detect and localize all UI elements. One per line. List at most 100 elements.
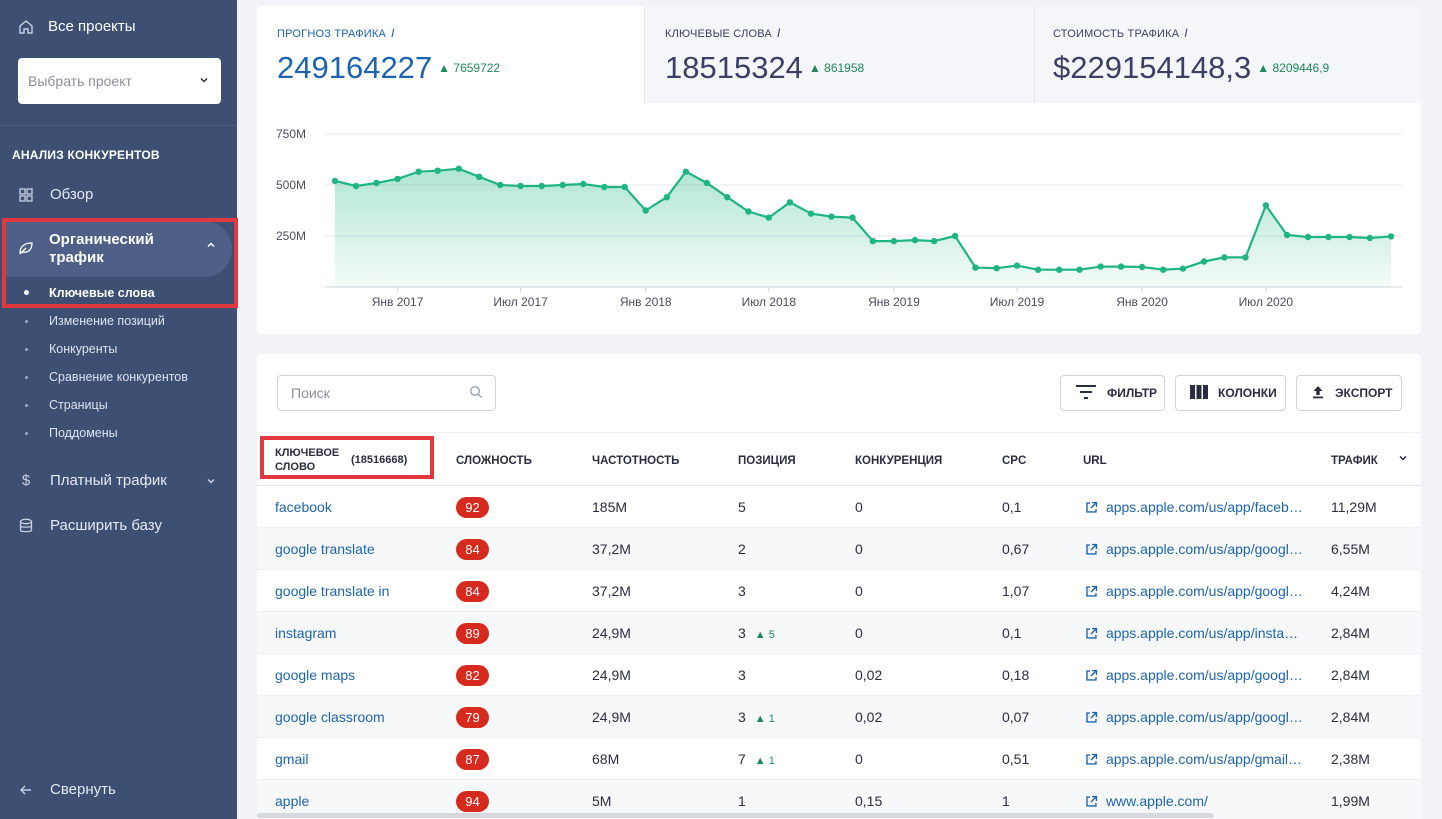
sidebar-item-paid[interactable]: $ Платный трафик (18, 472, 167, 489)
data-point[interactable] (476, 173, 483, 180)
column-header-frequency[interactable]: ЧАСТОТНОСТЬ (592, 455, 680, 467)
stat-tab-keywords[interactable] (644, 6, 1034, 103)
data-point[interactable] (807, 210, 815, 217)
url-link[interactable]: apps.apple.com/us/app/gmail-email-by-goo… (1085, 751, 1305, 767)
column-header-position[interactable]: ПОЗИЦИЯ (738, 455, 796, 467)
column-header-competition[interactable]: КОНКУРЕНЦИЯ (855, 455, 943, 467)
column-header-traffic[interactable]: ТРАФИК (1331, 455, 1378, 467)
data-point[interactable] (1013, 262, 1021, 269)
data-point[interactable] (580, 180, 587, 188)
table-row[interactable]: gmail 87 68M 7 ▲ 1 0 0,51 apps.apple.com/us/app… (257, 738, 1421, 780)
data-point[interactable] (1117, 263, 1125, 270)
data-point[interactable] (828, 213, 835, 220)
data-point[interactable] (455, 165, 462, 172)
data-point[interactable] (765, 214, 772, 221)
data-point[interactable] (497, 181, 504, 189)
data-point[interactable] (682, 168, 690, 175)
data-point[interactable] (1221, 254, 1228, 261)
data-point[interactable] (1325, 233, 1332, 241)
url-link[interactable]: apps.apple.com/us/app/google-classroom/i… (1085, 709, 1305, 725)
data-point[interactable] (394, 175, 401, 183)
export-button[interactable]: ЭКСПОРТ (1296, 375, 1402, 411)
data-point[interactable] (1076, 266, 1083, 273)
table-row[interactable]: google translate in 84 37,2M 3 0 1,07 apps.app… (257, 570, 1421, 612)
data-point[interactable] (559, 181, 566, 189)
sidebar-subitem-keywords[interactable]: Ключевые слова (49, 286, 155, 300)
data-point[interactable] (951, 232, 959, 240)
data-point[interactable] (1097, 263, 1104, 270)
data-point[interactable] (1179, 265, 1187, 272)
sidebar-item-expand-base[interactable]: Расширить базу (18, 517, 162, 534)
data-point[interactable] (1346, 233, 1353, 241)
data-point[interactable] (373, 179, 380, 187)
data-point[interactable] (352, 182, 360, 190)
column-header-keyword[interactable]: КЛЮЧЕВОЕ СЛОВО (18516668) (260, 436, 434, 479)
traffic-chart[interactable]: 750M 500M 250M Янв 2017 Июл 2017 Янв 2018 Июл… (257, 118, 1421, 318)
data-point[interactable] (911, 236, 919, 244)
data-point[interactable] (724, 194, 731, 201)
data-point[interactable] (1034, 266, 1042, 273)
collapse-sidebar-button[interactable]: Свернуть (18, 781, 116, 798)
sidebar-item-overview[interactable]: Обзор (18, 186, 93, 203)
keyword-link[interactable]: google classroom (275, 709, 385, 725)
url-link[interactable]: apps.apple.com/us/app/google-maps/id5850… (1085, 667, 1305, 683)
data-point[interactable] (642, 207, 649, 214)
data-point[interactable] (786, 199, 794, 206)
data-point[interactable] (849, 214, 856, 221)
sidebar-subitem-position-changes[interactable]: Изменение позиций (49, 314, 165, 328)
keyword-link[interactable]: google translate (275, 541, 375, 557)
data-point[interactable] (930, 237, 938, 245)
search-input[interactable]: Поиск (277, 375, 496, 411)
stat-tab-cost[interactable] (1034, 6, 1421, 103)
table-row[interactable]: google maps 82 24,9M 3 0,02 0,18 apps.apple.co… (257, 654, 1421, 696)
columns-button[interactable]: КОЛОНКИ (1175, 375, 1286, 411)
data-point[interactable] (538, 182, 545, 190)
sidebar-subitem-competitor-comparison[interactable]: Сравнение конкурентов (49, 370, 188, 384)
keyword-link[interactable]: google translate in (275, 583, 390, 599)
horizontal-scrollbar[interactable] (257, 813, 1214, 818)
data-point[interactable] (1200, 258, 1208, 265)
column-header-difficulty[interactable]: СЛОЖНОСТЬ (456, 455, 532, 467)
data-point[interactable] (972, 264, 979, 271)
data-point[interactable] (1056, 266, 1063, 273)
url-link[interactable]: apps.apple.com/us/app/instagram/id389801… (1085, 625, 1305, 641)
url-link[interactable]: apps.apple.com/us/app/google-translate/i… (1085, 541, 1305, 557)
column-header-url[interactable]: URL (1083, 455, 1107, 467)
data-point[interactable] (703, 179, 711, 187)
data-point[interactable] (1160, 266, 1167, 273)
keyword-link[interactable]: google maps (275, 667, 356, 683)
data-point[interactable] (663, 194, 670, 201)
data-point[interactable] (601, 183, 608, 191)
sort-chevron-down-icon[interactable] (1398, 453, 1408, 466)
sidebar-subitem-pages[interactable]: Страницы (49, 398, 108, 412)
table-row[interactable]: apple 94 5M 1 0,15 1 www.apple.com/1,99M (257, 780, 1421, 819)
keyword-link[interactable]: apple (275, 793, 310, 809)
url-link[interactable]: apps.apple.com/us/app/google-translate/i… (1085, 583, 1305, 599)
url-link[interactable]: www.apple.com/ (1085, 793, 1305, 809)
data-point[interactable] (1242, 254, 1249, 261)
data-point[interactable] (1304, 233, 1312, 241)
table-row[interactable]: facebook 92 185M 5 0 0,1 apps.apple.com/us/app… (257, 486, 1421, 528)
sidebar-subitem-competitors[interactable]: Конкуренты (49, 342, 118, 356)
data-point[interactable] (890, 237, 898, 245)
table-row[interactable]: google translate 84 37,2M 2 0 0,67 apps.apple.… (257, 528, 1421, 570)
data-point[interactable] (415, 168, 422, 175)
data-point[interactable] (434, 167, 441, 174)
table-row[interactable]: google classroom 79 24,9M 3 ▲ 1 0,02 0,07 apps.… (257, 696, 1421, 738)
data-point[interactable] (331, 177, 339, 185)
data-point[interactable] (1366, 234, 1374, 242)
data-point[interactable] (621, 183, 628, 191)
data-point[interactable] (869, 237, 877, 245)
project-select[interactable]: Выбрать проект (18, 58, 221, 104)
all-projects-link[interactable]: Все проекты (18, 18, 136, 35)
sidebar-subitem-subdomains[interactable]: Поддомены (49, 426, 118, 440)
keyword-link[interactable]: instagram (275, 625, 337, 641)
data-point[interactable] (745, 208, 752, 215)
keyword-link[interactable]: gmail (275, 751, 309, 767)
data-point[interactable] (1387, 233, 1395, 240)
data-point[interactable] (1283, 231, 1291, 239)
data-point[interactable] (1138, 263, 1146, 271)
table-row[interactable]: instagram 89 24,9M 3 ▲ 5 0 0,1 apps.apple.com/u… (257, 612, 1421, 654)
keyword-link[interactable]: facebook (275, 499, 332, 515)
url-link[interactable]: apps.apple.com/us/app/facebook/id2848822… (1085, 499, 1305, 515)
